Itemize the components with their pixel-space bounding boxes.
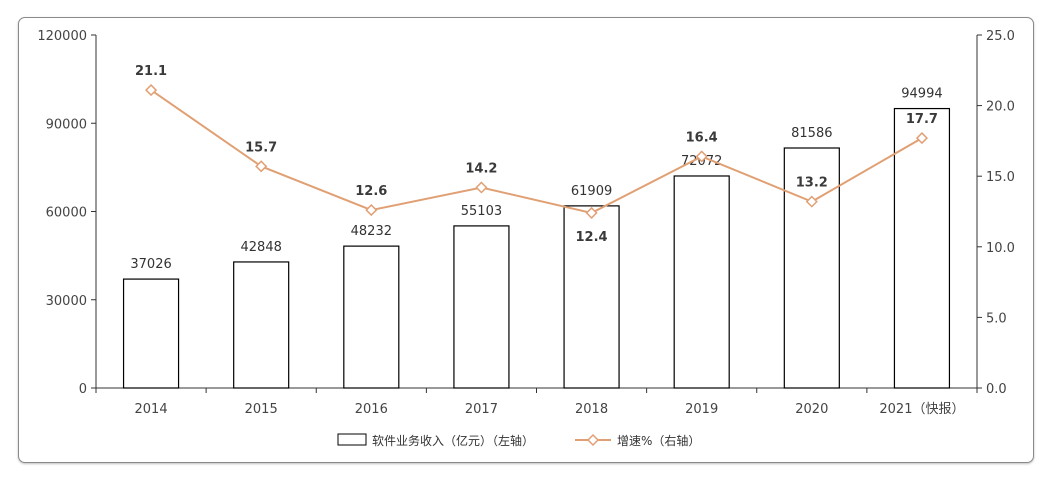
rate-point — [805, 195, 818, 208]
right-tick-label: 10.0 — [986, 241, 1015, 256]
left-tick-label: 30000 — [46, 294, 87, 309]
x-tick-label: 2015 — [245, 402, 278, 417]
x-tick-label: 2020 — [795, 402, 828, 417]
right-tick-label: 25.0 — [986, 29, 1015, 44]
rate-value-label: 21.1 — [135, 64, 167, 79]
legend-line-label: 增速%（右轴） — [617, 433, 700, 448]
rate-point — [695, 150, 708, 163]
rate-point — [915, 132, 928, 145]
right-tick-label: 15.0 — [986, 170, 1015, 185]
bar — [893, 107, 951, 389]
x-tick-label: 2016 — [355, 402, 388, 417]
rate-point — [475, 181, 488, 194]
left-y-ticks: 0 30000 60000 90000 120000 — [37, 29, 96, 397]
bar-value-label: 42848 — [241, 240, 282, 255]
bar-value-label: 94994 — [901, 87, 942, 102]
bar-series — [122, 107, 951, 389]
right-tick-label: 20.0 — [986, 100, 1015, 115]
rate-value-label: 16.4 — [686, 130, 718, 145]
bar — [673, 175, 730, 389]
chart-frame — [18, 17, 1034, 463]
x-tick-label: 2017 — [465, 402, 498, 417]
rate-value-label: 12.4 — [576, 230, 608, 245]
legend-bar-label: 软件业务收入（亿元）（左轴） — [372, 433, 534, 448]
rate-value-label: 15.7 — [245, 140, 277, 155]
legend: 软件业务收入（亿元）（左轴） 增速%（右轴） — [337, 433, 700, 448]
bar-value-labels: 3702642848482325510361909720728158694994 — [130, 87, 942, 273]
left-tick-label: 120000 — [37, 29, 87, 44]
left-tick-label: 60000 — [46, 206, 87, 221]
rate-point — [365, 204, 378, 217]
x-tick-label: 2021（快报） — [879, 402, 964, 417]
bar — [453, 225, 510, 389]
bar — [563, 205, 620, 389]
x-tick-label: 2014 — [135, 402, 168, 417]
left-tick-label: 90000 — [46, 117, 87, 132]
line-value-labels: 21.1 15.7 12.6 14.2 12.4 16.4 13.2 17.7 — [135, 64, 938, 245]
axes — [95, 35, 978, 389]
rate-point — [145, 84, 158, 97]
left-tick-label: 0 — [79, 382, 87, 397]
line-series — [145, 84, 928, 219]
bar — [122, 278, 180, 389]
bar-value-label: 55103 — [461, 204, 502, 219]
right-tick-label: 5.0 — [986, 311, 1007, 326]
right-tick-label: 0.0 — [986, 382, 1007, 397]
right-y-ticks: 0.0 5.0 10.0 15.0 20.0 25.0 — [977, 29, 1015, 397]
rate-line — [150, 89, 923, 214]
rate-value-label: 14.2 — [465, 161, 497, 176]
rate-point — [585, 206, 598, 219]
x-tick-labels: 2014 2015 2016 2017 2018 2019 2020 2021（快报） — [95, 388, 978, 417]
x-tick-label: 2018 — [575, 402, 608, 417]
bar-value-label: 61909 — [571, 184, 612, 199]
x-tick-label: 2019 — [685, 402, 718, 417]
rate-value-label: 17.7 — [906, 112, 938, 127]
rate-value-label: 13.2 — [796, 176, 828, 191]
rate-point — [255, 160, 268, 173]
bar-value-label: 37026 — [130, 257, 171, 272]
bar — [343, 245, 400, 389]
rate-value-label: 12.6 — [355, 184, 387, 199]
bar-value-label: 48232 — [351, 224, 392, 239]
legend-line-marker — [586, 433, 600, 447]
bar — [783, 147, 840, 389]
bar — [233, 261, 290, 389]
legend-bar-swatch — [337, 433, 367, 446]
bar-value-label: 81586 — [791, 126, 832, 141]
